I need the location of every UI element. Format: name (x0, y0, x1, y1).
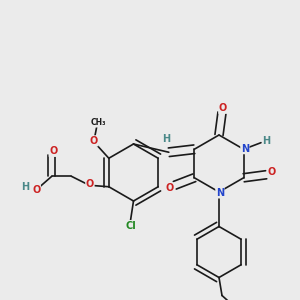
Text: O: O (32, 185, 40, 195)
Text: H: H (262, 136, 271, 146)
Text: H: H (21, 182, 29, 192)
Text: N: N (241, 144, 249, 154)
Text: O: O (86, 179, 94, 189)
Text: O: O (165, 183, 173, 193)
Text: N: N (216, 188, 224, 198)
Text: O: O (49, 146, 57, 156)
Text: O: O (219, 103, 227, 113)
Text: O: O (268, 167, 276, 177)
Text: H: H (162, 134, 170, 144)
Text: Cl: Cl (125, 220, 136, 231)
Text: O: O (90, 136, 98, 146)
Text: CH₃: CH₃ (91, 118, 106, 127)
